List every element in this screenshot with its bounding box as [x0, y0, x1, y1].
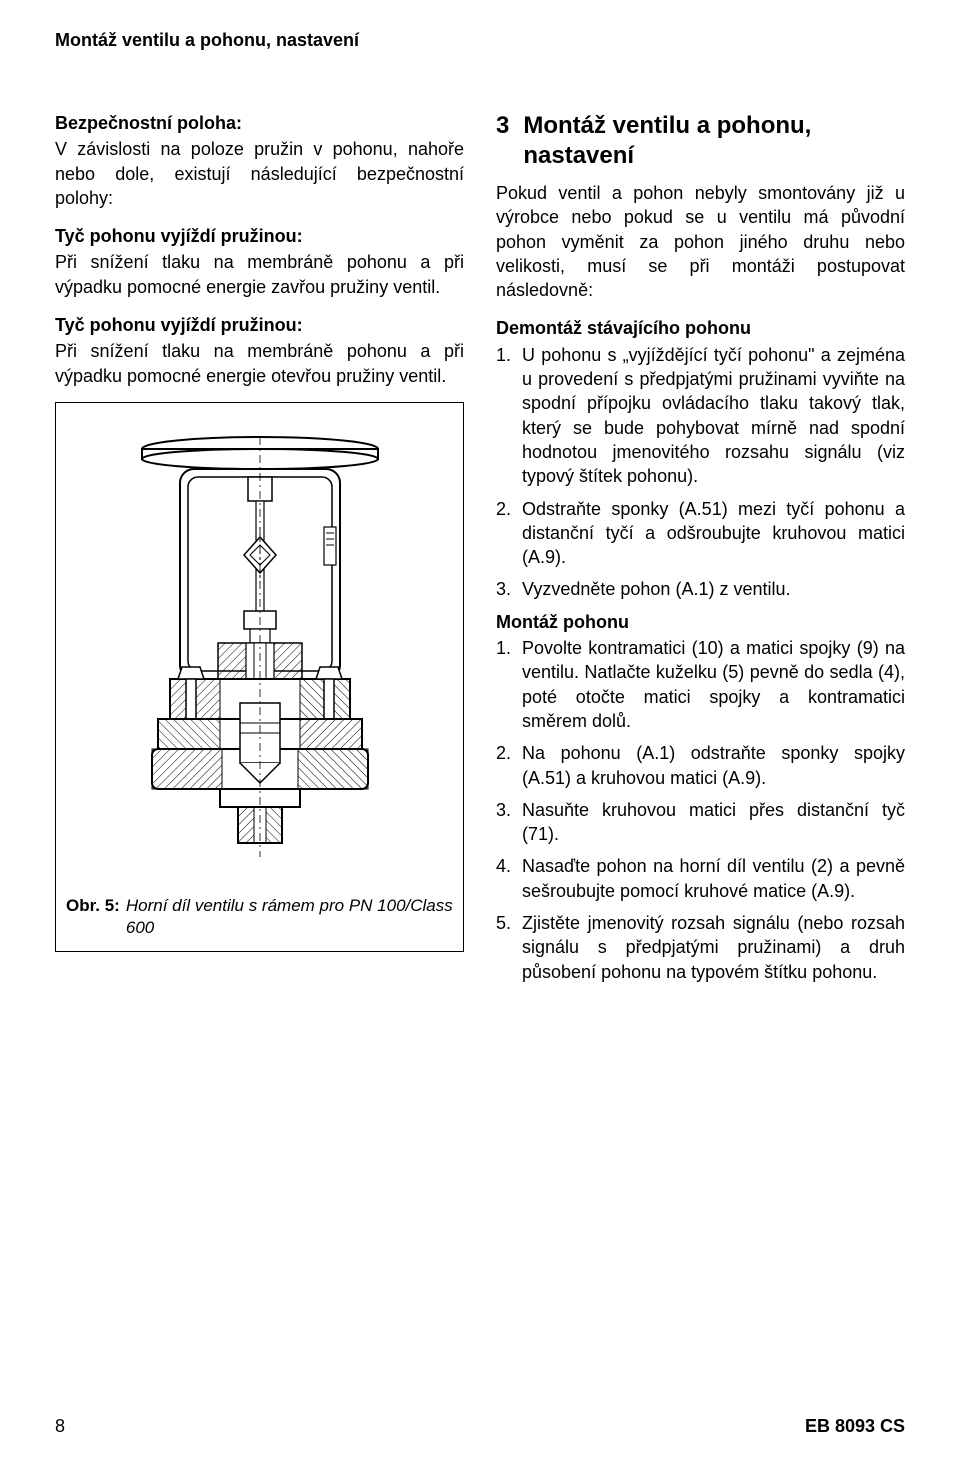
- list-item-text: Odstraňte sponky (A.51) mezi tyčí pohonu…: [522, 497, 905, 570]
- section-3-intro: Pokud ventil a pohon nebyly smontovány j…: [496, 181, 905, 302]
- figure-box: Obr. 5: Horní díl ventilu s rámem pro PN…: [55, 402, 464, 952]
- page-header: Montáž ventilu a pohonu, nastavení: [55, 30, 905, 51]
- list-item-text: Nasuňte kruhovou matici přes distanční t…: [522, 798, 905, 847]
- section-3-num: 3: [496, 111, 509, 141]
- page-footer: 8 EB 8093 CS: [55, 1416, 905, 1437]
- dismantle-title: Demontáž stávajícího pohonu: [496, 316, 905, 340]
- rod2-title: Tyč pohonu vyjíždí pružinou:: [55, 313, 464, 337]
- list-item: Povolte kontramatici (10) a matici spojk…: [496, 636, 905, 733]
- safety-title: Bezpečnostní poloha:: [55, 111, 464, 135]
- section-3-title: Montáž ventilu a pohonu, nastavení: [523, 111, 905, 171]
- mount-list: Povolte kontramatici (10) a matici spojk…: [496, 636, 905, 984]
- rod2-text: Při snížení tlaku na membráně pohonu a p…: [55, 339, 464, 388]
- figure-caption-text: Horní díl ventilu s rámem pro PN 100/Cla…: [126, 895, 453, 939]
- safety-text: V závislosti na poloze pružin v pohonu, …: [55, 137, 464, 210]
- valve-diagram-icon: [110, 427, 410, 877]
- dismantle-list: U pohonu s „vyjíždějící tyčí pohonu" a z…: [496, 343, 905, 602]
- rod1-text: Při snížení tlaku na membráně pohonu a p…: [55, 250, 464, 299]
- list-item: Na pohonu (A.1) odstraňte sponky spojky …: [496, 741, 905, 790]
- list-item-text: Zjistěte jmenovitý rozsah signálu (nebo …: [522, 911, 905, 984]
- list-item-text: Nasaďte pohon na horní díl ventilu (2) a…: [522, 854, 905, 903]
- list-item: Odstraňte sponky (A.51) mezi tyčí pohonu…: [496, 497, 905, 570]
- figure-caption-label: Obr. 5:: [66, 895, 120, 939]
- footer-page-number: 8: [55, 1416, 65, 1437]
- figure-image: [66, 427, 453, 877]
- list-item-text: Na pohonu (A.1) odstraňte sponky spojky …: [522, 741, 905, 790]
- list-item: Zjistěte jmenovitý rozsah signálu (nebo …: [496, 911, 905, 984]
- footer-doc-id: EB 8093 CS: [805, 1416, 905, 1437]
- list-item-text: U pohonu s „vyjíždějící tyčí pohonu" a z…: [522, 343, 905, 489]
- rod1-title: Tyč pohonu vyjíždí pružinou:: [55, 224, 464, 248]
- list-item: Vyzvedněte pohon (A.1) z ventilu.: [496, 577, 905, 601]
- figure-caption: Obr. 5: Horní díl ventilu s rámem pro PN…: [66, 895, 453, 939]
- list-item: U pohonu s „vyjíždějící tyčí pohonu" a z…: [496, 343, 905, 489]
- left-column: Bezpečnostní poloha: V závislosti na pol…: [55, 111, 464, 992]
- list-item-text: Vyzvedněte pohon (A.1) z ventilu.: [522, 577, 905, 601]
- mount-title: Montáž pohonu: [496, 610, 905, 634]
- list-item: Nasaďte pohon na horní díl ventilu (2) a…: [496, 854, 905, 903]
- list-item-text: Povolte kontramatici (10) a matici spojk…: [522, 636, 905, 733]
- list-item: Nasuňte kruhovou matici přes distanční t…: [496, 798, 905, 847]
- right-column: 3 Montáž ventilu a pohonu, nastavení Pok…: [496, 111, 905, 992]
- section-3-heading: 3 Montáž ventilu a pohonu, nastavení: [496, 111, 905, 171]
